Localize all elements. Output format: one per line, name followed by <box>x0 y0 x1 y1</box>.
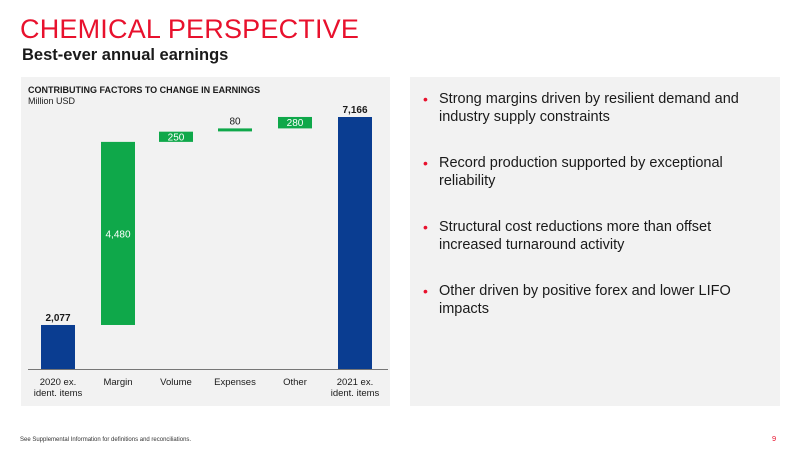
bar-3 <box>218 128 252 132</box>
category-label-4: Other <box>283 377 307 388</box>
bullet-text: Record production supported by exception… <box>439 155 723 189</box>
bullet-list: • Strong margins driven by resilient dema… <box>423 90 763 346</box>
data-label-4: 280 <box>287 118 304 129</box>
bullet-text: Strong margins driven by resilient deman… <box>439 91 739 125</box>
footnote: See Supplemental Information for definit… <box>20 437 192 443</box>
bullet-item: • Structural cost reductions more than of… <box>423 218 763 254</box>
bullet-panel <box>410 77 780 406</box>
bullet-dot-icon: • <box>423 91 428 107</box>
category-label-2: Volume <box>160 377 192 388</box>
category-label-5: 2021 ex. <box>337 377 373 388</box>
data-label-3: 80 <box>229 116 241 127</box>
bar-0 <box>41 324 75 369</box>
chart-title: CONTRIBUTING FACTORS TO CHANGE IN EARNIN… <box>28 85 261 95</box>
bullet-dot-icon: • <box>423 155 428 171</box>
bar-2 <box>159 131 193 142</box>
data-label-1: 4,480 <box>105 229 130 240</box>
page-number: 9 <box>772 434 777 443</box>
bar-1 <box>101 141 135 325</box>
page-subtitle: Best-ever annual earnings <box>22 46 229 64</box>
bullet-dot-icon: • <box>423 219 428 235</box>
category-label-3: Expenses <box>214 377 256 388</box>
category-label-1: Margin <box>103 377 132 388</box>
category-label-0: 2020 ex. <box>40 377 76 388</box>
bullet-item: • Other driven by positive forex and lowe… <box>423 282 763 318</box>
bullet-dot-icon: • <box>423 283 428 299</box>
data-label-2: 250 <box>168 132 185 143</box>
chart-unit: Million USD <box>28 96 76 106</box>
category-label-0: ident. items <box>34 388 83 399</box>
bullet-item: • Record production supported by exceptio… <box>423 154 763 190</box>
page-title: CHEMICAL PERSPECTIVE <box>20 14 360 44</box>
bar-4 <box>278 116 312 129</box>
bullet-text: Other driven by positive forex and lower… <box>439 283 731 317</box>
data-label-0: 2,077 <box>45 313 70 324</box>
bullet-item: • Strong margins driven by resilient dema… <box>423 90 763 126</box>
bar-5 <box>338 117 372 369</box>
bullet-text: Structural cost reductions more than off… <box>439 219 712 253</box>
chart-panel <box>21 77 390 406</box>
category-label-5: ident. items <box>331 388 380 399</box>
data-label-5: 7,166 <box>342 105 367 116</box>
